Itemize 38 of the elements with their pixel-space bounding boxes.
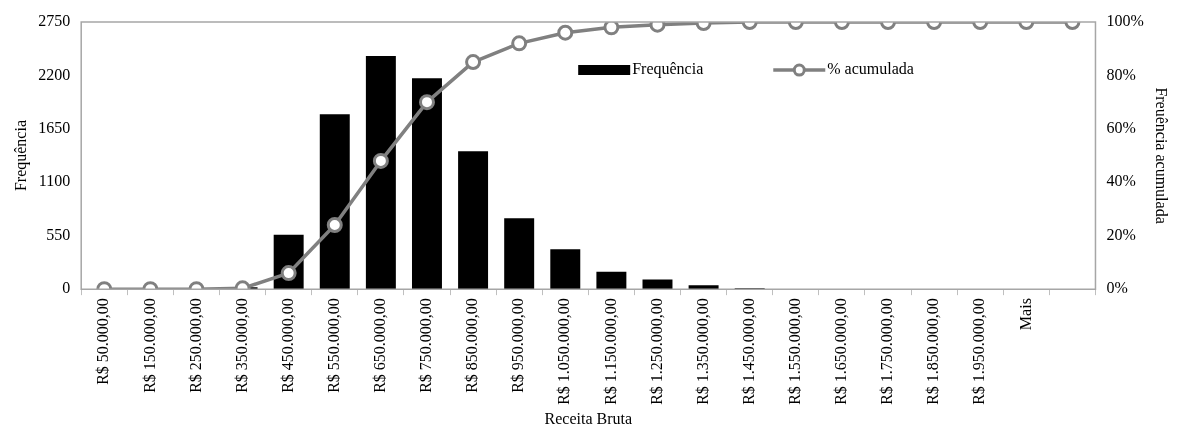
x-tick-label: R$ 1.950.000,00	[970, 298, 988, 405]
x-tick-label: R$ 1.550.000,00	[786, 298, 803, 405]
x-tick-label: R$ 1.650.000,00	[832, 298, 850, 405]
legend-label: % acumulada	[827, 60, 914, 78]
x-tick-label: R$ 450.000,00	[278, 298, 296, 393]
x-tick-label: R$ 1.150.000,00	[601, 298, 619, 405]
y2-tick-label: 0%	[1106, 279, 1128, 297]
x-tick-label: R$ 550.000,00	[324, 298, 342, 393]
y2-axis-title: Freuência acumulada	[1153, 87, 1171, 224]
x-tick-label: R$ 850.000,00	[463, 298, 481, 393]
y2-tick-label: 40%	[1106, 172, 1136, 190]
x-axis-title: Receita Bruta	[544, 409, 633, 427]
y-tick-label: 1650	[38, 119, 71, 137]
y-tick-label: 2750	[38, 12, 71, 30]
x-tick-label: R$ 1.450.000,00	[739, 298, 757, 405]
y2-tick-label: 20%	[1106, 225, 1136, 243]
legend-label: Frequência	[632, 60, 704, 79]
y-tick-label: 550	[46, 225, 71, 243]
x-tick-label: R$ 1.250.000,00	[647, 298, 665, 405]
x-tick-label: R$ 1.850.000,00	[924, 298, 942, 405]
y-tick-label: 1100	[38, 172, 71, 190]
x-tick-label: R$ 350.000,00	[232, 298, 250, 393]
y2-tick-label: 100%	[1106, 12, 1144, 30]
x-tick-label: R$ 1.350.000,00	[693, 298, 711, 405]
y-axis-title: Frequência	[11, 120, 30, 192]
x-tick-label: R$ 950.000,00	[509, 298, 527, 393]
x-tick-label: R$ 150.000,00	[140, 298, 158, 393]
y-tick-label: 0	[62, 279, 71, 297]
x-tick-label: R$ 1.050.000,00	[555, 298, 573, 405]
y2-tick-label: 60%	[1106, 119, 1136, 137]
x-tick-label: R$ 50.000,00	[94, 298, 112, 385]
x-tick-label: R$ 1.750.000,00	[878, 298, 896, 405]
y2-tick-label: 80%	[1106, 65, 1136, 83]
x-tick-label: R$ 250.000,00	[186, 298, 204, 393]
y-tick-label: 2200	[38, 65, 71, 83]
x-tick-label: Mais	[1016, 298, 1034, 331]
x-tick-label: R$ 650.000,00	[371, 298, 389, 393]
x-tick-label: R$ 750.000,00	[417, 298, 435, 393]
